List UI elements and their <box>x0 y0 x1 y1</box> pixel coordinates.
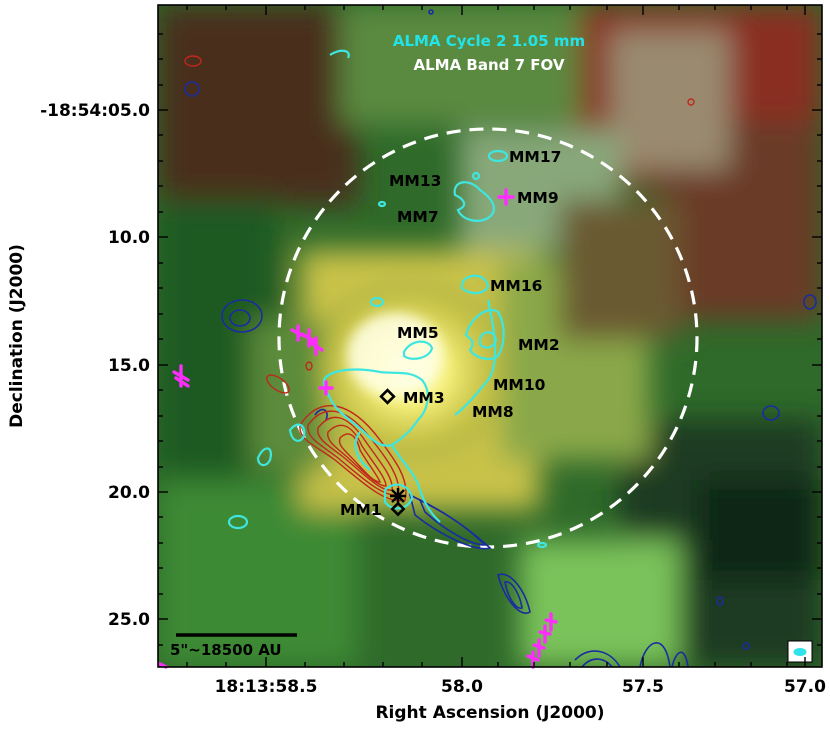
beam-marker <box>787 640 813 663</box>
cyan-contours <box>227 49 548 549</box>
source-label-mm8: MM8 <box>472 403 514 421</box>
y-tick-label: 15.0 <box>108 356 150 376</box>
x-tick-label: 58.0 <box>441 677 483 697</box>
black-markers <box>379 388 406 517</box>
y-axis-title: Declination (J2000) <box>7 244 27 428</box>
rgb-background-image <box>158 5 822 667</box>
axis-ticks <box>158 5 822 667</box>
x-tick-label: 57.0 <box>784 677 826 697</box>
mm3-diamond-marker <box>379 388 396 405</box>
source-label-mm9: MM9 <box>517 189 559 207</box>
source-label-mm2: MM2 <box>518 336 560 354</box>
magenta-markers <box>158 188 558 669</box>
mm1-star-marker <box>390 488 406 504</box>
source-label-mm13: MM13 <box>389 172 441 190</box>
plot-frame <box>157 4 823 668</box>
source-label-mm1: MM1 <box>340 501 382 519</box>
source-label-mm7: MM7 <box>397 208 439 226</box>
y-tick-label: -18:54:05.0 <box>40 101 150 121</box>
y-tick-label: 10.0 <box>108 228 150 248</box>
y-tick-label: 20.0 <box>108 483 150 503</box>
source-label-mm10: MM10 <box>493 376 546 394</box>
legend-line-1: ALMA Cycle 2 1.05 mm <box>393 32 585 50</box>
y-tick-label: 25.0 <box>108 610 150 630</box>
x-tick-label: 57.5 <box>622 677 664 697</box>
scale-bar-label: 5"~18500 AU <box>170 641 282 659</box>
x-tick-label: 18:13:58.5 <box>215 677 318 697</box>
source-label-mm3: MM3 <box>403 389 445 407</box>
source-label-mm16: MM16 <box>490 277 542 295</box>
blue-contours <box>184 9 817 667</box>
source-label-mm5: MM5 <box>397 324 439 342</box>
legend-line-2: ALMA Band 7 FOV <box>414 56 565 74</box>
scale-bar: 5"~18500 AU <box>170 633 297 659</box>
mm1-diamond-marker <box>390 501 406 517</box>
x-axis-title: Right Ascension (J2000) <box>375 703 604 723</box>
source-label-mm17: MM17 <box>509 148 561 166</box>
